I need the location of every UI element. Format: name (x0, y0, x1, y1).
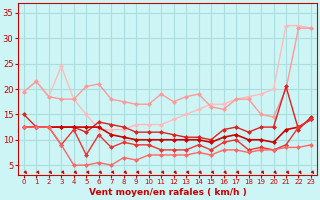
X-axis label: Vent moyen/en rafales ( km/h ): Vent moyen/en rafales ( km/h ) (89, 188, 246, 197)
